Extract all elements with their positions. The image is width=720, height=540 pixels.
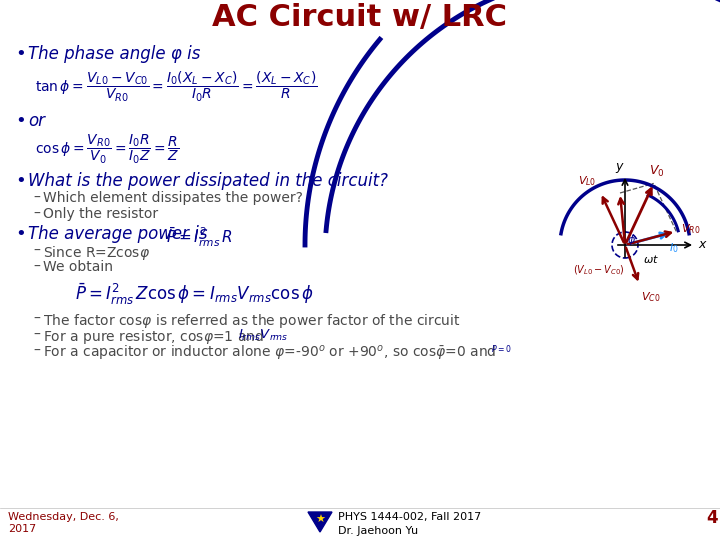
Text: $\bar{P} = I_{rms}^2\,R$: $\bar{P} = I_{rms}^2\,R$ [166, 225, 233, 248]
Text: $I_{rms}V_{rms}$: $I_{rms}V_{rms}$ [238, 328, 289, 343]
Text: or: or [28, 112, 45, 130]
Text: $V_0$: $V_0$ [649, 164, 665, 179]
Text: y: y [616, 160, 623, 173]
Text: $V_{R0}$: $V_{R0}$ [681, 222, 701, 236]
Text: 4: 4 [706, 509, 718, 527]
Text: $I_0$: $I_0$ [669, 241, 678, 255]
Text: AC Circuit w/ LRC: AC Circuit w/ LRC [212, 3, 508, 32]
Text: $\bar{P} = I_{rms}^2\,Z\cos\phi = I_{rms}V_{rms}\cos\phi$: $\bar{P} = I_{rms}^2\,Z\cos\phi = I_{rms… [75, 282, 314, 307]
Text: •: • [15, 172, 26, 190]
Text: –: – [33, 328, 40, 342]
Text: Dr. Jaehoon Yu: Dr. Jaehoon Yu [338, 526, 418, 536]
Text: The phase angle φ is: The phase angle φ is [28, 45, 200, 63]
Text: ★: ★ [315, 515, 325, 525]
Text: $_{P=0}$: $_{P=0}$ [491, 344, 512, 356]
Text: What is the power dissipated in the circuit?: What is the power dissipated in the circ… [28, 172, 388, 190]
Text: Only the resistor: Only the resistor [43, 207, 158, 221]
Text: Since R=Zcos$\varphi$: Since R=Zcos$\varphi$ [43, 244, 150, 262]
Text: $\phi$: $\phi$ [626, 233, 636, 247]
Polygon shape [308, 512, 332, 532]
Text: •: • [15, 225, 26, 243]
Text: $\omega t$: $\omega t$ [643, 253, 659, 265]
Text: $\cos\phi = \dfrac{V_{R0}}{V_0} = \dfrac{I_0R}{I_0Z} = \dfrac{R}{Z}$: $\cos\phi = \dfrac{V_{R0}}{V_0} = \dfrac… [35, 133, 179, 166]
Text: We obtain: We obtain [43, 260, 113, 274]
Text: x: x [698, 239, 706, 252]
Text: For a capacitor or inductor alone $\varphi$=-90$^o$ or +90$^o$, so cos$\bar{\var: For a capacitor or inductor alone $\varp… [43, 344, 497, 363]
Text: For a pure resistor, cos$\varphi$=1 and: For a pure resistor, cos$\varphi$=1 and [43, 328, 264, 346]
Text: PHYS 1444-002, Fall 2017: PHYS 1444-002, Fall 2017 [338, 512, 481, 522]
Text: •: • [15, 112, 26, 130]
Text: –: – [33, 191, 40, 205]
Text: –: – [33, 344, 40, 358]
Text: $V_{L0}$: $V_{L0}$ [578, 174, 596, 188]
Text: $V_{C0}$: $V_{C0}$ [642, 291, 661, 304]
Text: The average power is: The average power is [28, 225, 207, 243]
Text: Wednesday, Dec. 6,
2017: Wednesday, Dec. 6, 2017 [8, 512, 119, 534]
Text: –: – [33, 260, 40, 274]
Text: –: – [33, 312, 40, 326]
Text: $(V_{L0}-V_{C0})$: $(V_{L0}-V_{C0})$ [573, 263, 625, 276]
Text: The factor cos$\varphi$ is referred as the power factor of the circuit: The factor cos$\varphi$ is referred as t… [43, 312, 461, 330]
Text: Which element dissipates the power?: Which element dissipates the power? [43, 191, 303, 205]
Text: –: – [33, 244, 40, 258]
Text: $\tan\phi = \dfrac{V_{L0}-V_{C0}}{V_{R0}} = \dfrac{I_0(X_L-X_C)}{I_0R} = \dfrac{: $\tan\phi = \dfrac{V_{L0}-V_{C0}}{V_{R0}… [35, 70, 318, 104]
Text: •: • [15, 45, 26, 63]
Text: –: – [33, 207, 40, 221]
